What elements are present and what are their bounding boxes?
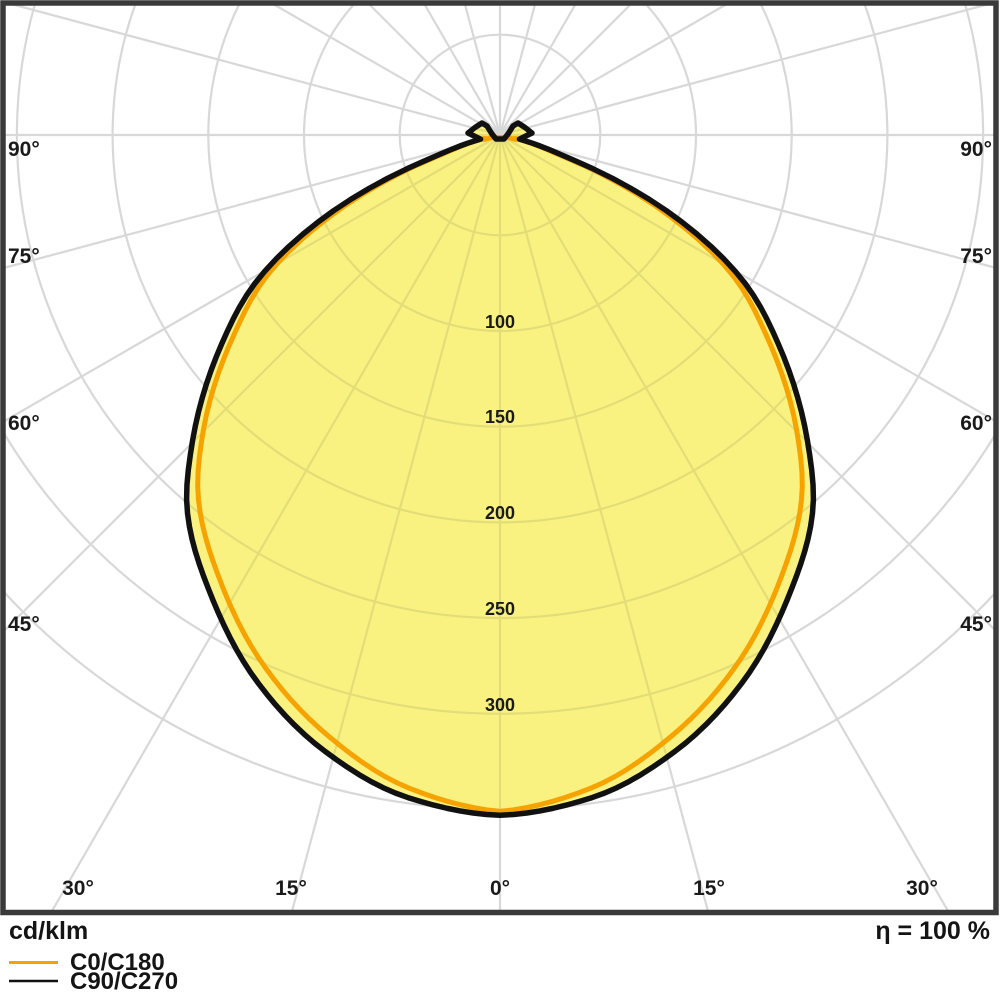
svg-text:30°: 30°: [62, 877, 94, 900]
svg-text:45°: 45°: [8, 613, 40, 636]
svg-text:150: 150: [485, 407, 515, 427]
svg-text:75°: 75°: [960, 245, 992, 268]
svg-text:η = 100 %: η = 100 %: [875, 917, 990, 945]
svg-text:0°: 0°: [490, 877, 510, 900]
svg-text:300: 300: [485, 695, 515, 715]
svg-text:200: 200: [485, 503, 515, 523]
svg-text:90°: 90°: [960, 138, 992, 161]
svg-text:cd/klm: cd/klm: [9, 917, 88, 945]
svg-text:C90/C270: C90/C270: [70, 968, 178, 995]
svg-text:60°: 60°: [8, 412, 40, 435]
svg-text:30°: 30°: [906, 877, 938, 900]
svg-text:15°: 15°: [275, 877, 307, 900]
svg-text:15°: 15°: [693, 877, 725, 900]
svg-text:90°: 90°: [8, 138, 40, 161]
svg-text:100: 100: [485, 312, 515, 332]
svg-text:75°: 75°: [8, 245, 40, 268]
svg-text:60°: 60°: [960, 412, 992, 435]
svg-text:45°: 45°: [960, 613, 992, 636]
svg-text:250: 250: [485, 599, 515, 619]
